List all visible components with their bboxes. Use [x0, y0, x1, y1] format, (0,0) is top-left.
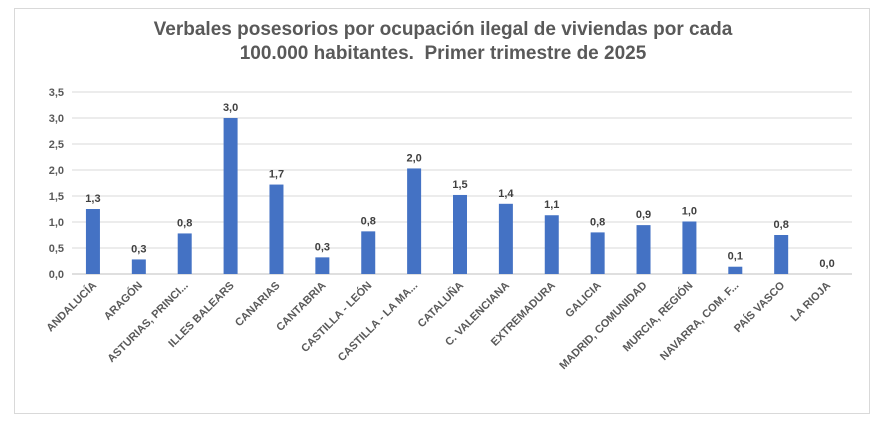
x-category-label: CASTILLA - LA MA... [336, 280, 420, 364]
chart-title: Verbales posesorios por ocupación ilegal… [0, 18, 886, 66]
bar [223, 118, 238, 274]
data-label: 1,5 [452, 179, 467, 191]
data-label: 1,3 [85, 193, 100, 205]
x-category-label: ARAGÓN [101, 279, 145, 323]
y-tick-label: 1,0 [49, 217, 64, 229]
bar [269, 184, 284, 274]
bar [85, 209, 100, 274]
bar [453, 194, 467, 274]
data-label: 1,4 [498, 188, 514, 200]
bar [315, 257, 330, 274]
y-tick-label: 0,5 [49, 243, 64, 255]
bar [590, 232, 605, 274]
data-label: 1,0 [682, 205, 697, 217]
data-label: 0,8 [177, 217, 192, 229]
y-tick-label: 2,0 [49, 165, 64, 177]
data-label: 1,7 [269, 169, 284, 181]
y-tick-label: 3,5 [49, 87, 64, 99]
y-tick-label: 0,0 [49, 269, 64, 281]
bar [774, 235, 789, 274]
bars [85, 118, 789, 274]
x-category-label: CATALUÑA [415, 279, 466, 330]
data-label: 0,3 [315, 241, 330, 253]
bar [544, 215, 559, 274]
x-category-label: NAVARRA, COM. F... [658, 280, 741, 363]
bar [682, 221, 697, 274]
y-tick-label: 2,5 [49, 139, 64, 151]
bar [636, 225, 651, 274]
data-label: 0,8 [774, 219, 789, 231]
data-label: 0,1 [728, 251, 743, 263]
data-label: 2,0 [406, 152, 421, 164]
data-label: 0,8 [590, 216, 605, 228]
chart-frame [14, 8, 870, 414]
data-labels: 1,3 0,3 0,8 3,0 1,7 0,3 0,8 2,0 1,5 1,4 1,1 0,8 0,9 1… [85, 102, 834, 270]
x-category-label: LA RIOJA [789, 280, 834, 325]
chart-title-line-2: 100.000 habitantes. Primer trimestre de … [239, 43, 647, 64]
x-category-label: ASTURIAS, PRINCI... [105, 280, 190, 365]
x-category-label: MADRID, COMUNIDAD [557, 280, 649, 372]
data-label: 0,9 [636, 209, 651, 221]
data-label: 1,1 [544, 199, 559, 211]
bar [177, 233, 192, 274]
y-tick-label: 1,5 [49, 191, 64, 203]
y-tick-label: 3,0 [49, 113, 64, 125]
data-label: 0,3 [131, 243, 146, 255]
y-axis-ticks: 0,0 0,5 1,0 1,5 2,0 2,5 3,0 3,5 [49, 87, 64, 281]
bar [131, 259, 146, 274]
chart-title-line-1: Verbales posesorios por ocupación ilegal… [153, 19, 733, 40]
x-category-label: CANARIAS [233, 280, 283, 330]
data-label: 3,0 [223, 102, 238, 114]
bar [498, 203, 513, 274]
bar [728, 266, 743, 274]
gridlines [72, 91, 852, 275]
data-label: 0,8 [361, 215, 376, 227]
bar [361, 231, 376, 274]
bar [407, 168, 422, 274]
x-category-label: ANDALUCÍA [44, 279, 99, 334]
x-category-label: GALICIA [563, 280, 603, 320]
data-label: 0,0 [819, 258, 834, 270]
